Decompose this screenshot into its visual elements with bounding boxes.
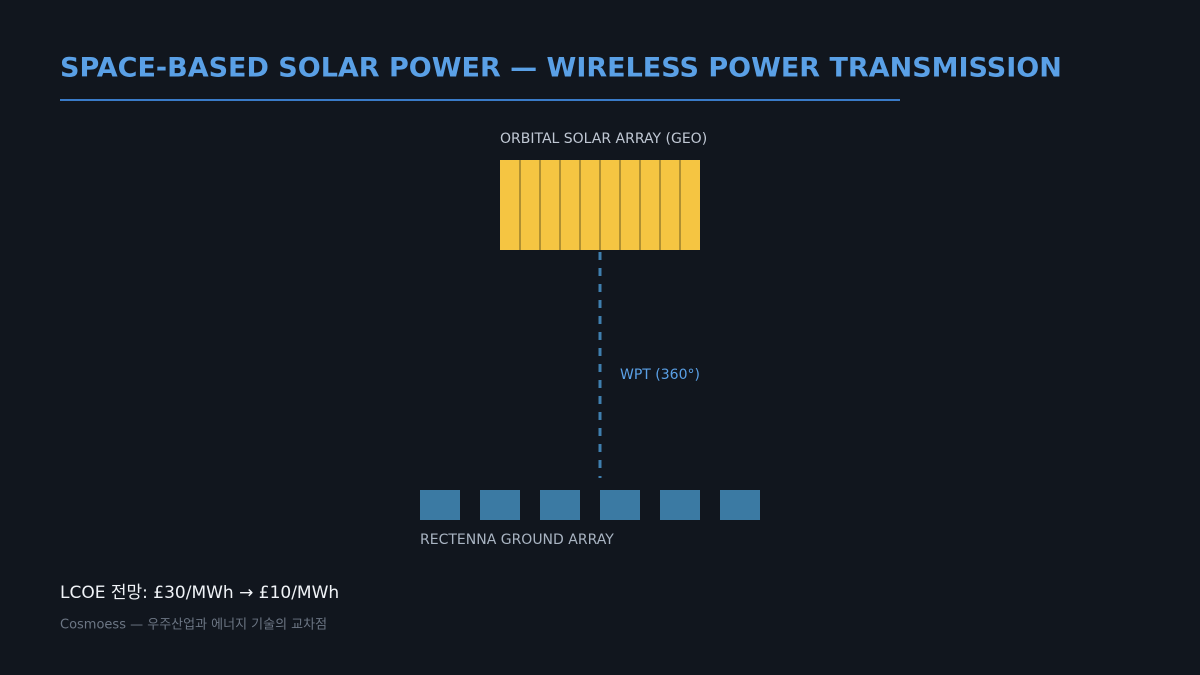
credit: Cosmoess — 우주산업과 에너지 기술의 교차점 <box>60 618 327 633</box>
solar-array <box>500 160 700 250</box>
rectenna <box>720 490 760 520</box>
lcoe-note: LCOE 전망: £30/MWh → £10/MWh <box>60 583 339 603</box>
ground-label: RECTENNA GROUND ARRAY <box>420 532 614 548</box>
rectenna <box>420 490 460 520</box>
rectenna-array <box>420 490 760 520</box>
rectenna <box>600 490 640 520</box>
beam-label: WPT (360°) <box>620 367 700 383</box>
rectenna <box>480 490 520 520</box>
title: SPACE-BASED SOLAR POWER — WIRELESS POWER… <box>60 53 1062 84</box>
rectenna <box>540 490 580 520</box>
rectenna <box>660 490 700 520</box>
orbital-label: ORBITAL SOLAR ARRAY (GEO) <box>500 131 707 147</box>
